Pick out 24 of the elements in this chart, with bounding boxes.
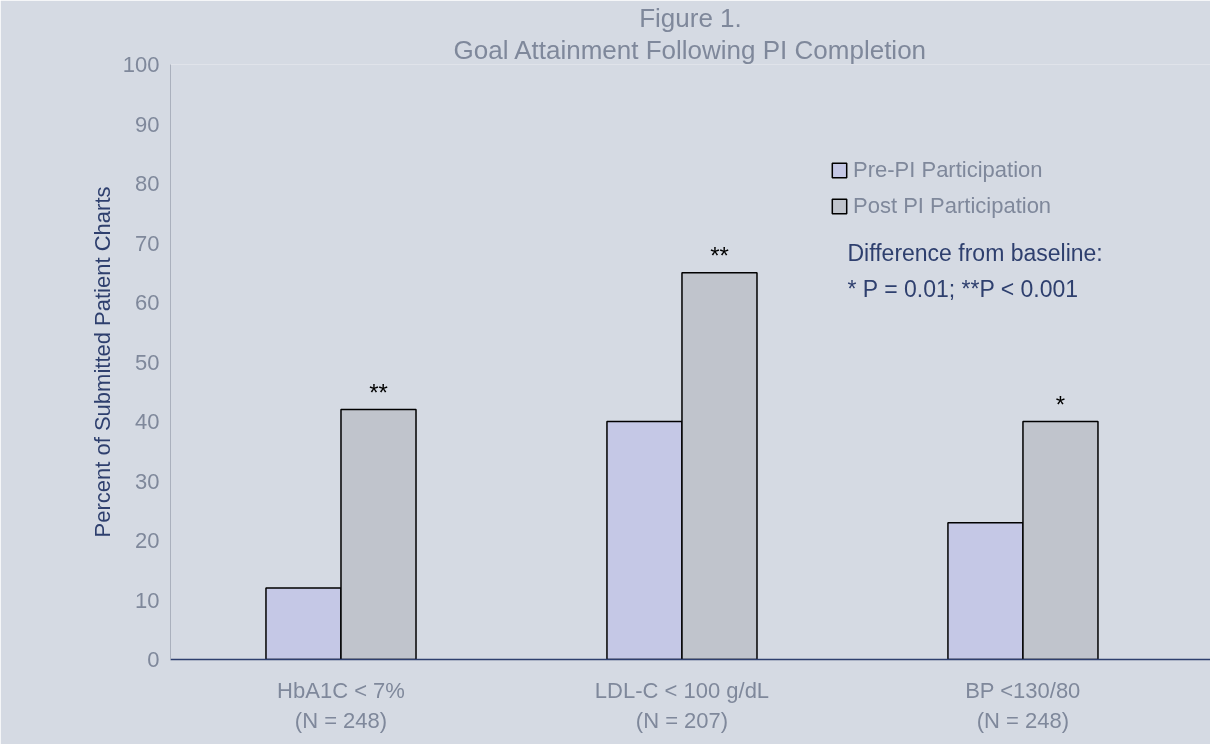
annotation: ** xyxy=(710,241,729,269)
y-tick-label: 20 xyxy=(135,528,160,553)
chart-title: Figure 1. xyxy=(639,2,742,33)
annotation: Difference from baseline: xyxy=(847,239,1103,266)
annotation: * P = 0.01; **P < 0.001 xyxy=(847,275,1079,302)
y-tick-label: 10 xyxy=(135,587,160,613)
x-tick-label: BP <130/80 (N = 248) xyxy=(965,677,1081,733)
x-tick-label: LDL-C < 100 g/dL (N = 207) xyxy=(594,677,770,733)
annotation: * xyxy=(1055,390,1066,418)
legend-label: Pre-PI Participation xyxy=(853,157,1043,183)
y-tick-label: 80 xyxy=(135,171,160,196)
y-tick-label: 0 xyxy=(147,647,160,672)
y-tick-label: 60 xyxy=(135,290,160,315)
y-tick-label: 90 xyxy=(135,111,160,137)
y-tick-label: 30 xyxy=(135,468,160,494)
y-tick-label: 100 xyxy=(122,52,160,77)
legend-label: Post PI Participation xyxy=(853,193,1052,219)
y-axis-title: Percent of Submitted Patient Charts xyxy=(89,186,115,538)
annotation: ** xyxy=(369,378,388,406)
y-tick-label: 70 xyxy=(135,230,160,256)
y-tick-label: 50 xyxy=(135,349,160,375)
y-tick-label: 40 xyxy=(135,409,160,434)
x-tick-label: HbA1C < 7% (N = 248) xyxy=(277,677,405,733)
chart-subtitle: Goal Attainment Following PI Completion xyxy=(453,34,927,65)
